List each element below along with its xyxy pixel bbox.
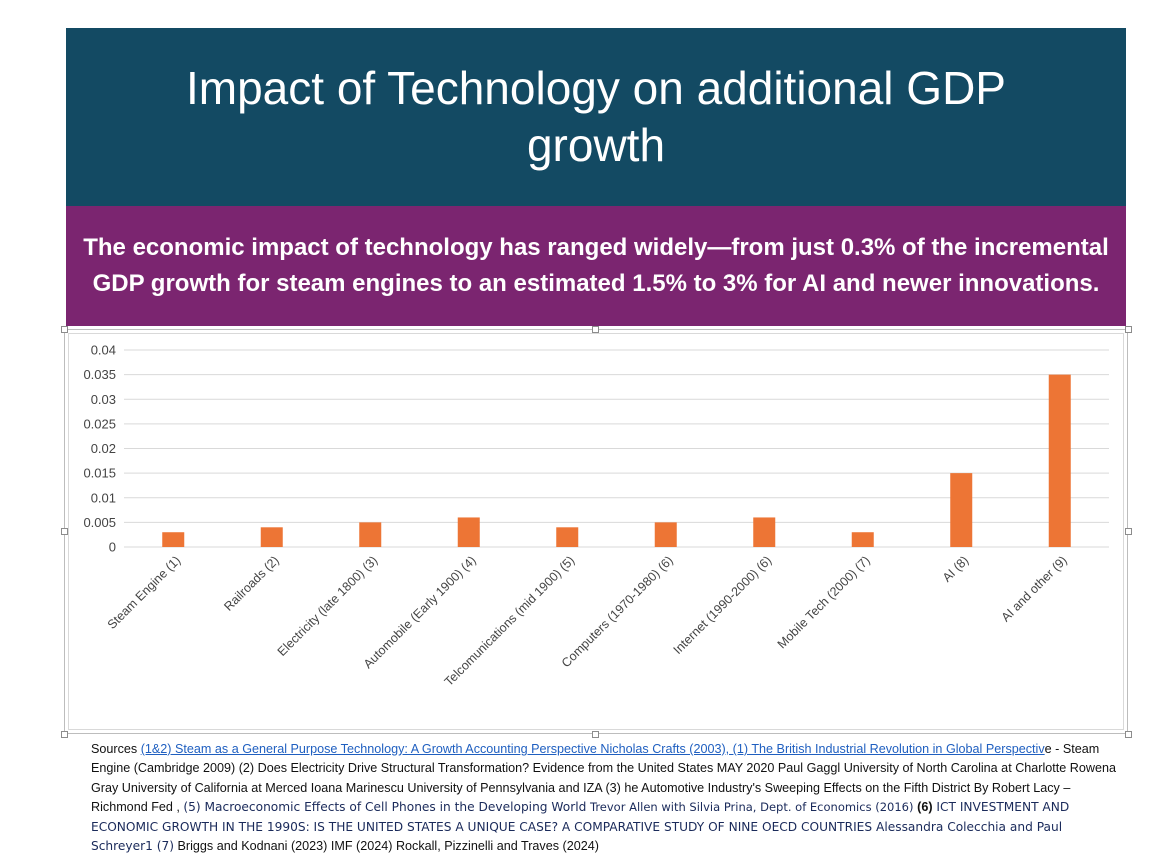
bar[interactable]: [260, 527, 283, 547]
x-tick-label: Electricity (late 1800) (3): [275, 553, 381, 659]
y-axis-ticks: 0 0.005 0.01 0.015 0.02 0.025 0.03 0.035 0.04: [83, 343, 116, 555]
gridlines: [124, 349, 1109, 548]
source-text-1: e - Steam Engine (Cambridge 2009) (2) Do…: [91, 742, 1116, 815]
resize-handle-top-right[interactable]: [1125, 326, 1132, 333]
slide-title: Impact of Technology on additional GDP g…: [186, 62, 1006, 171]
title-banner: Impact of Technology on additional GDP g…: [66, 28, 1126, 206]
source-label-6: (6): [917, 800, 933, 815]
bar[interactable]: [654, 522, 677, 547]
source-text-7: Briggs and Kodnani (2023) IMF (2024) Roc…: [174, 839, 599, 854]
bar-chart: 0 0.005 0.01 0.015 0.02 0.025 0.03 0.035 0.04 St…: [83, 343, 1109, 689]
resize-handle-right[interactable]: [1125, 528, 1132, 535]
chart-frame[interactable]: 0 0.005 0.01 0.015 0.02 0.025 0.03 0.035 0.04 St…: [64, 329, 1128, 734]
x-tick-label: AI (8): [940, 553, 972, 585]
source-label-7: (7): [152, 839, 175, 854]
subtitle-banner: The economic impact of technology has ra…: [66, 206, 1126, 326]
y-tick-label: 0.025: [83, 416, 116, 431]
sources-text: Sources (1&2) Steam as a General Purpose…: [91, 740, 1121, 856]
x-tick-label: Mobile Tech (2000) (7): [775, 553, 873, 651]
bar[interactable]: [950, 473, 973, 547]
y-tick-label: 0.005: [83, 515, 116, 530]
bar[interactable]: [162, 532, 185, 547]
x-tick-label: AI and other (9): [999, 553, 1070, 624]
sources-label: Sources: [91, 742, 138, 756]
resize-handle-left[interactable]: [61, 528, 68, 535]
bar[interactable]: [359, 522, 382, 547]
bar[interactable]: [556, 527, 579, 547]
x-tick-label: Railroads (2): [221, 553, 282, 614]
resize-handle-bottom-right[interactable]: [1125, 731, 1132, 738]
y-tick-label: 0.01: [91, 490, 116, 505]
x-tick-label: Internet (1990-2000) (6): [671, 553, 775, 657]
x-tick-label: Steam Engine (1): [105, 553, 184, 632]
bars: [162, 374, 1071, 547]
resize-handle-bottom[interactable]: [592, 731, 599, 738]
resize-handle-top[interactable]: [592, 326, 599, 333]
x-tick-label: Computers (1970-1980) (6): [559, 553, 676, 670]
x-axis-labels: Steam Engine (1) Railroads (2)Electricity…: [105, 553, 1070, 689]
y-tick-label: 0.015: [83, 466, 116, 481]
bar[interactable]: [753, 517, 776, 547]
y-tick-label: 0.03: [91, 392, 116, 407]
resize-handle-bottom-left[interactable]: [61, 731, 68, 738]
source-link-steam[interactable]: (1&2) Steam as a General Purpose Technol…: [140, 742, 1045, 756]
y-tick-label: 0.02: [91, 441, 116, 456]
y-tick-label: 0.04: [91, 343, 116, 358]
y-tick-label: 0.035: [83, 367, 116, 382]
bar[interactable]: [1048, 374, 1071, 547]
bar[interactable]: [457, 517, 480, 547]
source-text-6: ICT INVESTMENT AND ECONOMIC GROWTH IN TH…: [91, 800, 1070, 854]
source-text-5: (5) Macroeconomic Effects of Cell Phones…: [183, 800, 587, 815]
source-authors-5: Trevor Allen with Silvia Prina, Dept. of…: [586, 800, 918, 815]
slide-subtitle: The economic impact of technology has ra…: [83, 234, 1109, 297]
y-tick-label: 0: [109, 540, 116, 555]
x-tick-label: Automobile (Early 1900) (4): [361, 553, 479, 671]
bar[interactable]: [851, 532, 874, 547]
resize-handle-top-left[interactable]: [61, 326, 68, 333]
